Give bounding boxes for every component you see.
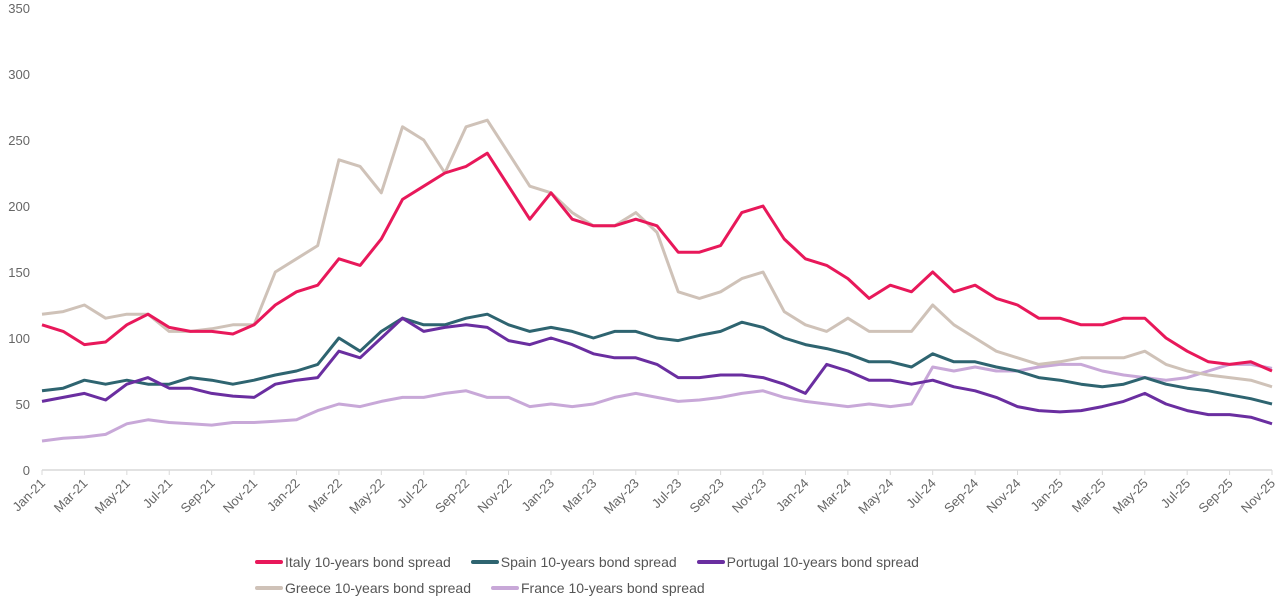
y-tick-label: 300 (8, 67, 30, 82)
line-chart: 0 50 100 150 200 250 300 350 Jan-21 Mar-21 May-21… (8, 1, 1278, 517)
series-line-italy (41, 151, 1273, 373)
x-tick-label: Jan-21 (9, 476, 48, 515)
x-tick-label: Nov-23 (729, 476, 769, 516)
x-tick-label: Sep-24 (941, 476, 981, 516)
series-line-portugal (41, 316, 1273, 426)
x-tick-label: Jul-21 (140, 476, 176, 512)
legend-item-spain: Spain 10-years bond spread (470, 549, 677, 575)
x-tick-label: Sep-23 (686, 476, 726, 516)
x-tick-label: Mar-25 (1069, 476, 1109, 516)
y-tick-label: 350 (8, 1, 30, 16)
y-tick-label: 200 (8, 199, 30, 214)
x-tick-label: Mar-21 (51, 476, 91, 516)
x-tick-label: May-23 (601, 476, 642, 517)
y-tick-label: 250 (8, 133, 30, 148)
x-tick-label: Jan-22 (264, 476, 303, 515)
x-tick-label: Jul-22 (394, 476, 430, 512)
legend-label: Portugal 10-years bond spread (726, 554, 919, 570)
x-tick-label: May-25 (1110, 476, 1151, 517)
legend-swatch (470, 560, 499, 564)
series-lines (41, 118, 1273, 443)
legend-item-france: France 10-years bond spread (491, 575, 705, 601)
x-tick-label: Jul-25 (1158, 476, 1194, 512)
y-tick-label: 150 (8, 265, 30, 280)
x-tick-label: Jan-23 (518, 476, 557, 515)
x-tick-label: Nov-22 (474, 476, 514, 516)
x-tick-label: Mar-24 (814, 476, 854, 516)
x-tick-label: Sep-25 (1195, 476, 1235, 516)
legend-label: France 10-years bond spread (521, 580, 705, 596)
legend-label: Italy 10-years bond spread (285, 554, 451, 570)
x-tick-label: Mar-23 (560, 476, 600, 516)
x-tick-label: Jul-23 (649, 476, 685, 512)
x-tick-label: Nov-25 (1238, 476, 1278, 516)
legend-label: Spain 10-years bond spread (500, 554, 677, 570)
x-tick-label: Jan-24 (773, 476, 812, 515)
legend: Italy 10-years bond spread Spain 10-years… (255, 549, 1075, 601)
y-tick-label: 50 (16, 397, 30, 412)
legend-item-portugal: Portugal 10-years bond spread (696, 549, 919, 575)
x-tick-label: Mar-22 (305, 476, 345, 516)
x-tick-label: May-22 (346, 476, 387, 517)
x-tick-label: Jan-25 (1027, 476, 1066, 515)
legend-item-greece: Greece 10-years bond spread (255, 575, 471, 601)
series-line-france (41, 362, 1273, 443)
legend-swatch (255, 586, 283, 590)
y-tick-label: 100 (8, 331, 30, 346)
series-line-greece (41, 118, 1273, 389)
legend-swatch (255, 560, 283, 564)
legend-swatch (696, 560, 725, 564)
legend-swatch (491, 586, 519, 590)
legend-item-italy: Italy 10-years bond spread (255, 549, 451, 575)
y-axis: 0 50 100 150 200 250 300 350 (8, 1, 30, 478)
series-line-spain (41, 312, 1273, 406)
x-tick-label: Jul-24 (903, 476, 939, 512)
x-tick-label: May-24 (855, 476, 896, 517)
x-axis: Jan-21 Mar-21 May-21 Jul-21 Sep-21 Nov-21 Jan-… (9, 469, 1278, 517)
x-tick-label: Nov-21 (220, 476, 260, 516)
x-tick-label: May-21 (92, 476, 133, 517)
x-tick-label: Nov-24 (983, 476, 1023, 516)
legend-label: Greece 10-years bond spread (285, 580, 471, 596)
y-tick-label: 0 (23, 463, 30, 478)
x-tick-label: Sep-22 (432, 476, 472, 516)
x-tick-label: Sep-21 (178, 476, 218, 516)
